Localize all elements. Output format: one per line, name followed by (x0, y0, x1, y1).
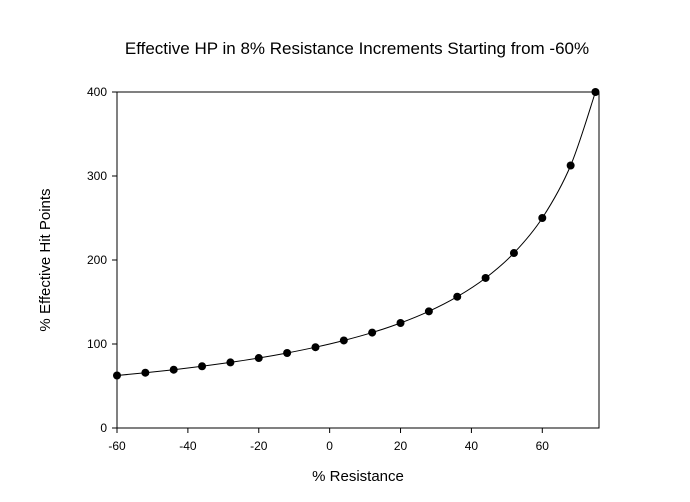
x-tick-label: 0 (326, 439, 333, 453)
data-point-marker (169, 365, 178, 374)
x-tick-label: -40 (179, 439, 197, 453)
plot-frame (116, 91, 600, 429)
y-axis-ticks: 0 100 200 300 400 (87, 85, 117, 435)
series-line (116, 91, 596, 376)
y-axis-label: % Effective Hit Points (37, 188, 54, 331)
x-tick-label: 60 (536, 439, 550, 453)
y-tick-label: 300 (87, 169, 107, 183)
x-axis-label: % Resistance (312, 468, 404, 485)
data-point-marker (254, 354, 263, 363)
data-point-marker (509, 249, 518, 258)
y-tick-label: 200 (87, 253, 107, 267)
data-point-marker (339, 336, 348, 345)
y-tick-label: 0 (100, 421, 107, 435)
data-point-marker (591, 88, 600, 96)
data-point-marker (283, 348, 292, 357)
x-tick-label: 40 (465, 439, 479, 453)
data-point-marker (141, 368, 150, 377)
x-tick-label: -20 (250, 439, 268, 453)
data-point-marker (481, 273, 490, 282)
x-tick-label: 20 (394, 439, 408, 453)
data-point-marker (113, 371, 121, 380)
data-point-marker (453, 292, 462, 301)
x-axis-ticks: -60 -40 -20 0 20 40 60 (108, 428, 549, 453)
data-point-marker (226, 358, 235, 367)
data-point-marker (424, 307, 433, 316)
x-tick-label: -60 (108, 439, 126, 453)
data-point-marker (198, 362, 207, 371)
data-point-marker (566, 161, 575, 170)
data-point-marker (368, 328, 377, 337)
chart-title: Effective HP in 8% Resistance Increments… (125, 39, 589, 58)
data-point-marker (538, 214, 547, 222)
y-tick-label: 400 (87, 85, 107, 99)
data-point-marker (311, 343, 320, 352)
data-point-marker (396, 319, 405, 327)
data-series (113, 88, 600, 380)
y-tick-label: 100 (87, 337, 107, 351)
